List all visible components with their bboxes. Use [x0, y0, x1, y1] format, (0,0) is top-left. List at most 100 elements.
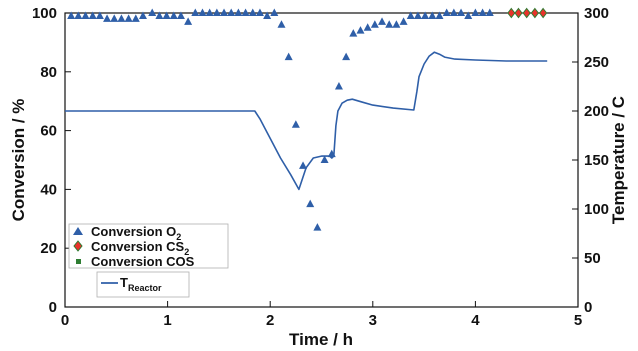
data-point-o2 [176, 11, 185, 19]
data-point-o2 [428, 11, 437, 19]
data-point-o2 [291, 120, 300, 128]
data-point-o2 [81, 11, 90, 19]
data-point-o2 [392, 20, 401, 28]
data-point-o2 [399, 17, 408, 25]
data-point-o2 [277, 20, 286, 28]
data-point-o2 [471, 8, 480, 16]
data-point-o2 [169, 11, 178, 19]
left-axis-ticks: 0 20 40 60 80 100 [32, 5, 71, 316]
y2-axis-title: Temperature / C [609, 96, 628, 224]
data-point-o2 [299, 161, 308, 169]
y2-tick-label: 0 [584, 299, 592, 316]
data-point-o2 [220, 8, 229, 16]
data-point-o2 [263, 11, 272, 19]
x-axis-ticks: 0 1 2 3 4 5 [61, 301, 582, 329]
data-point-o2 [363, 23, 372, 31]
data-point-o2 [306, 199, 315, 208]
legend-marker-cos [76, 259, 81, 264]
data-point-o2 [342, 52, 351, 61]
legend: Conversion O2 Conversion CS2 Conversion … [68, 223, 229, 298]
data-point-o2 [67, 11, 76, 19]
data-point-o2 [457, 8, 466, 16]
data-point-o2 [234, 8, 243, 16]
legend-label-cos: Conversion COS [91, 254, 195, 269]
data-point-o2 [485, 8, 494, 16]
data-point-o2 [205, 8, 214, 16]
data-point-o2 [117, 14, 126, 22]
data-point-cs2 [522, 7, 531, 19]
y-tick-label: 80 [40, 64, 57, 81]
data-point-o2 [227, 8, 236, 16]
data-point-o2 [284, 52, 293, 61]
data-point-o2 [464, 11, 473, 19]
data-point-cs2 [507, 7, 516, 19]
legend-marker-o2 [73, 227, 83, 235]
data-point-cs2 [530, 7, 540, 19]
right-axis-ticks: 0 50 100 150 200 250 300 [572, 5, 609, 316]
series-line-reactor [65, 51, 548, 191]
data-point-o2 [138, 11, 147, 19]
data-point-o2 [270, 8, 279, 16]
y-tick-label: 0 [49, 299, 57, 316]
data-point-o2 [241, 8, 250, 16]
legend-box [68, 223, 229, 269]
legend-label-o2: Conversion O2 [91, 224, 181, 242]
x-axis-title: Time / h [289, 330, 353, 349]
series-layer [65, 7, 548, 231]
data-point-o2 [378, 17, 387, 25]
data-point-o2 [313, 223, 322, 231]
y2-tick-label: 300 [584, 5, 609, 22]
x-tick-label: 1 [163, 312, 171, 329]
data-point-o2 [421, 11, 430, 19]
data-point-o2 [385, 20, 394, 28]
data-point-cs2 [514, 7, 523, 19]
data-point-o2 [124, 14, 133, 22]
y-axis-title: Conversion / % [9, 99, 28, 222]
x-tick-label: 4 [471, 312, 480, 329]
data-point-cs2 [538, 7, 548, 19]
data-point-o2 [162, 11, 171, 19]
x-tick-label: 0 [61, 312, 69, 329]
data-point-o2 [148, 8, 157, 16]
data-point-o2 [95, 11, 104, 19]
data-point-o2 [449, 8, 458, 16]
data-point-o2 [191, 8, 200, 16]
data-point-o2 [155, 11, 164, 19]
legend-label-cs2: Conversion CS2 [91, 239, 189, 257]
data-point-o2 [442, 8, 451, 16]
data-point-o2 [349, 29, 358, 37]
y-tick-label: 20 [40, 240, 57, 257]
data-point-o2 [212, 8, 221, 16]
data-point-o2 [198, 8, 207, 16]
x-tick-label: 5 [574, 312, 582, 329]
legend-marker-cs2 [73, 240, 83, 252]
data-point-o2 [131, 14, 140, 22]
data-point-o2 [406, 11, 415, 19]
data-point-o2 [334, 82, 343, 90]
y2-tick-label: 150 [584, 152, 609, 169]
y-tick-label: 40 [40, 181, 57, 198]
x-tick-label: 2 [266, 312, 274, 329]
data-point-o2 [184, 17, 193, 25]
y2-tick-label: 100 [584, 201, 609, 218]
y2-tick-label: 200 [584, 103, 609, 120]
data-point-o2 [248, 8, 257, 16]
data-point-o2 [110, 14, 119, 22]
y2-tick-label: 50 [584, 250, 601, 267]
y-tick-label: 100 [32, 5, 57, 22]
data-point-o2 [103, 14, 112, 22]
data-point-o2 [478, 8, 487, 16]
data-point-o2 [413, 11, 422, 19]
data-point-o2 [255, 8, 264, 16]
data-point-o2 [320, 155, 329, 163]
data-point-o2 [88, 11, 97, 19]
data-point-o2 [356, 26, 365, 34]
data-point-o2 [370, 20, 379, 28]
x-tick-label: 3 [369, 312, 377, 329]
y2-tick-label: 250 [584, 54, 609, 71]
legend-box-reactor [96, 271, 190, 298]
y-tick-label: 60 [40, 123, 57, 140]
data-point-o2 [74, 11, 83, 19]
data-point-o2 [435, 11, 444, 19]
